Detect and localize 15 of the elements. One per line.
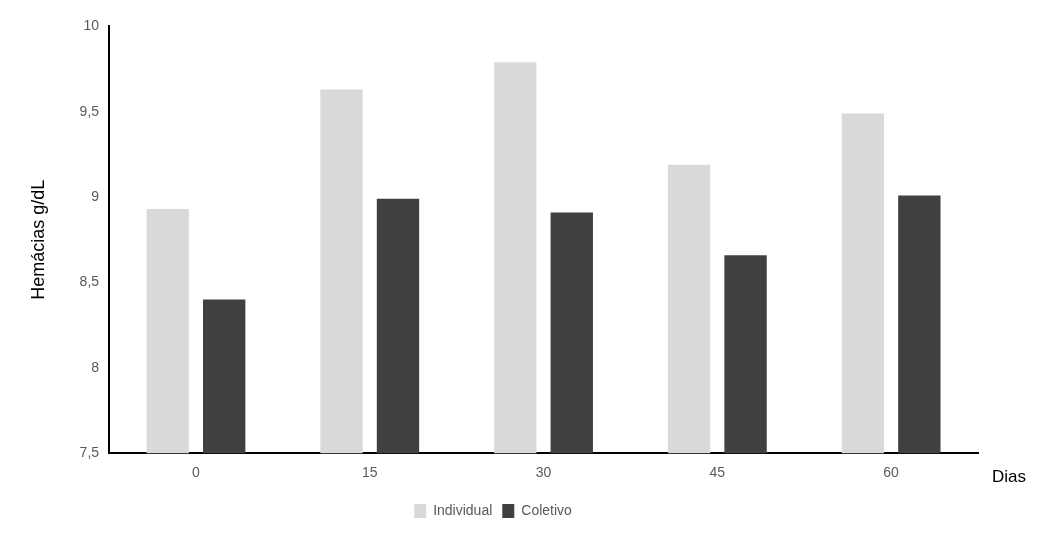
y-tick-label: 8 [91,358,100,375]
legend-label: Coletivo [521,501,573,518]
legend-label: Individual [433,501,493,518]
y-tick-label: 7,5 [79,444,100,461]
x-axis-title: Dias [992,466,1027,486]
x-tick-label: 15 [361,464,378,481]
y-axis-title: Hemácias g/dL [27,179,48,300]
x-tick-label: 45 [709,464,726,481]
y-tick-label: 9 [91,187,100,204]
x-tick-label: 30 [535,464,552,481]
y-tick-label: 8,5 [79,273,100,290]
y-tick-label: 9,5 [79,102,100,119]
y-tick-label: 10 [83,17,100,34]
x-tick-label: 0 [192,464,201,481]
x-tick-label: 60 [883,464,900,481]
